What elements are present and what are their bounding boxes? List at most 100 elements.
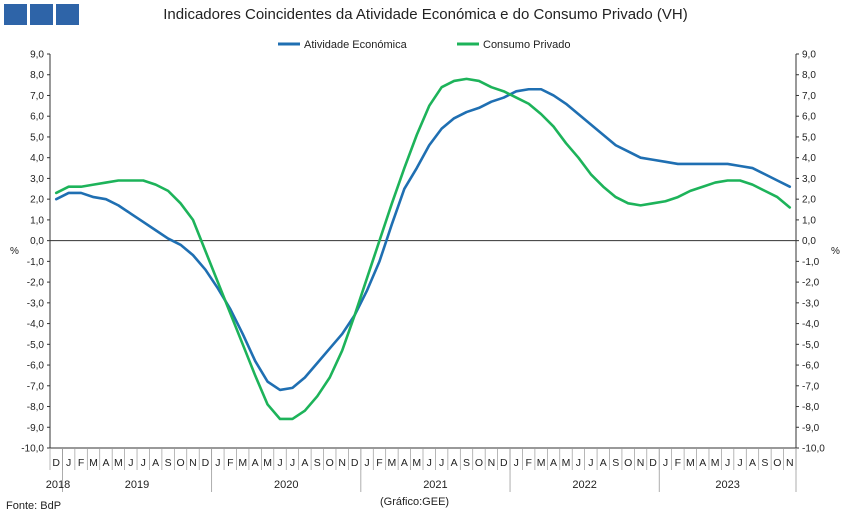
logo-square <box>30 4 53 25</box>
y-tick-label-right: 0,0 <box>802 236 816 247</box>
y-tick-label-right: 8,0 <box>802 70 816 81</box>
series-line-consumo-privado <box>54 77 792 421</box>
credit-note: (Gráfico:GEE) <box>380 496 450 508</box>
x-month-label: A <box>301 457 308 469</box>
x-month-label: O <box>773 457 781 469</box>
x-month-label: M <box>412 457 421 469</box>
y-tick-label-right: -7,0 <box>802 381 820 392</box>
y-tick-label-right: -4,0 <box>802 319 820 330</box>
y-tick-label-right: 9,0 <box>802 50 816 61</box>
series-line-atividade-economica <box>54 87 792 392</box>
x-month-label: N <box>189 457 197 469</box>
y-tick-label-left: -2,0 <box>27 278 45 289</box>
logo <box>4 4 79 25</box>
y-tick-label-left: 4,0 <box>30 153 44 164</box>
y-tick-label-right: 7,0 <box>802 91 816 102</box>
x-month-label: A <box>749 457 756 469</box>
x-year-label: 2018 <box>46 479 70 491</box>
y-tick-label-left: 2,0 <box>30 195 44 206</box>
y-tick-label-left: -6,0 <box>27 361 45 372</box>
x-month-label: A <box>451 457 458 469</box>
x-month-label: J <box>66 457 71 469</box>
y-tick-label-right: 2,0 <box>802 195 816 206</box>
x-month-label: N <box>637 457 645 469</box>
y-tick-label-left: -8,0 <box>27 402 45 413</box>
y-tick-label-right: 6,0 <box>802 112 816 123</box>
x-month-label: O <box>624 457 632 469</box>
x-month-label: A <box>152 457 159 469</box>
x-month-label: D <box>351 457 359 469</box>
x-month-label: D <box>202 457 210 469</box>
y-tick-label-right: -8,0 <box>802 402 820 413</box>
x-month-label: M <box>263 457 272 469</box>
logo-square <box>4 4 27 25</box>
y-tick-label-left: 6,0 <box>30 112 44 123</box>
x-month-label: J <box>215 457 220 469</box>
x-month-label: D <box>500 457 508 469</box>
x-month-label: A <box>252 457 259 469</box>
y-tick-label-right: -6,0 <box>802 361 820 372</box>
x-year-label: 2021 <box>423 479 447 491</box>
y-tick-label-left: 0,0 <box>30 236 44 247</box>
y-tick-label-right: -5,0 <box>802 340 820 351</box>
x-month-label: N <box>488 457 496 469</box>
source-note: Fonte: BdP <box>6 500 62 512</box>
y-tick-label-left: -4,0 <box>27 319 45 330</box>
x-month-label: J <box>427 457 432 469</box>
y-axis-label-left: % <box>10 246 19 257</box>
x-month-label: F <box>525 457 531 469</box>
x-month-label: J <box>576 457 581 469</box>
x-month-label: J <box>439 457 444 469</box>
x-month-label: M <box>711 457 720 469</box>
x-month-label: O <box>326 457 334 469</box>
x-month-label: J <box>364 457 369 469</box>
x-month-label: S <box>761 457 768 469</box>
y-axis-label-right: % <box>831 246 840 257</box>
y-tick-label-left: 1,0 <box>30 215 44 226</box>
y-tick-label-right: -10,0 <box>802 444 825 455</box>
x-month-label: F <box>675 457 681 469</box>
y-tick-label-left: 8,0 <box>30 70 44 81</box>
x-month-label: M <box>114 457 123 469</box>
y-tick-label-left: -10,0 <box>21 444 44 455</box>
x-year-label: 2019 <box>125 479 149 491</box>
x-month-label: J <box>290 457 295 469</box>
y-tick-label-left: -7,0 <box>27 381 45 392</box>
x-month-label: N <box>338 457 346 469</box>
x-month-label: F <box>78 457 84 469</box>
x-month-label: M <box>562 457 571 469</box>
x-year-label: 2022 <box>572 479 596 491</box>
y-tick-label-left: -5,0 <box>27 340 45 351</box>
x-month-label: S <box>463 457 470 469</box>
y-tick-label-left: 7,0 <box>30 91 44 102</box>
y-tick-label-right: 4,0 <box>802 153 816 164</box>
x-month-label: M <box>686 457 695 469</box>
x-month-label: J <box>725 457 730 469</box>
y-tick-label-left: -9,0 <box>27 423 45 434</box>
x-month-label: J <box>514 457 519 469</box>
x-month-label: M <box>89 457 98 469</box>
x-month-label: F <box>376 457 382 469</box>
y-tick-label-left: 5,0 <box>30 132 44 143</box>
x-month-label: D <box>649 457 657 469</box>
x-month-label: A <box>600 457 607 469</box>
x-month-label: A <box>699 457 706 469</box>
x-month-label: O <box>176 457 184 469</box>
y-tick-label-right: 1,0 <box>802 215 816 226</box>
y-tick-label-left: -3,0 <box>27 298 45 309</box>
x-month-label: J <box>588 457 593 469</box>
y-tick-label-right: -9,0 <box>802 423 820 434</box>
x-month-label: A <box>401 457 408 469</box>
x-month-label: M <box>388 457 397 469</box>
legend-consumo-privado-label: Consumo Privado <box>483 39 570 51</box>
x-month-label: D <box>52 457 60 469</box>
x-year-label: 2020 <box>274 479 298 491</box>
y-tick-label-left: 3,0 <box>30 174 44 185</box>
y-tick-label-right: -3,0 <box>802 298 820 309</box>
legend-atividade-economica-label: Atividade Económica <box>304 39 408 51</box>
x-month-label: J <box>663 457 668 469</box>
x-month-label: S <box>165 457 172 469</box>
x-month-label: J <box>737 457 742 469</box>
x-month-label: J <box>141 457 146 469</box>
